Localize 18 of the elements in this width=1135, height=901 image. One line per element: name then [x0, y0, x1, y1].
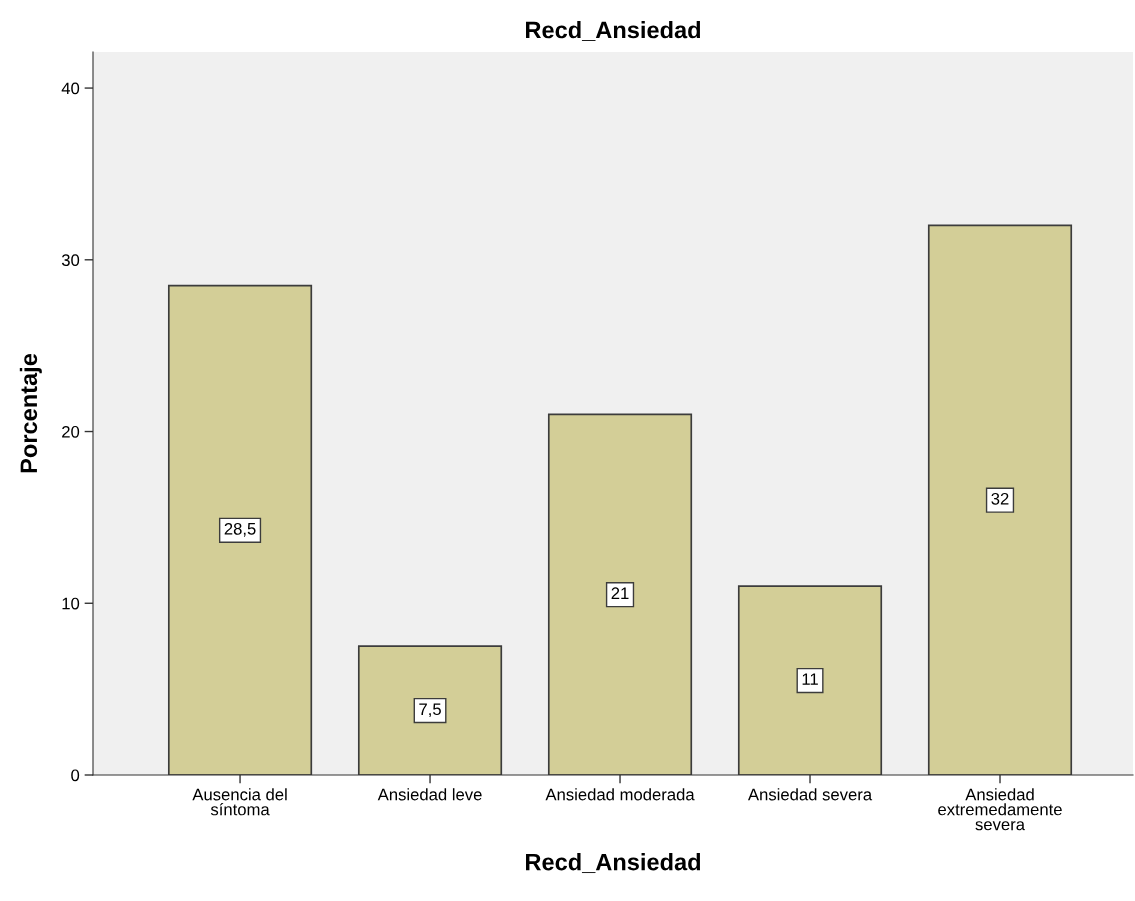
data-label: 7,5: [419, 703, 441, 718]
x-tick-label: Ansiedad moderada: [545, 788, 695, 801]
y-tick-label: 30: [61, 254, 80, 266]
y-axis-title: Porcentaje: [19, 353, 42, 473]
data-label: 11: [802, 673, 818, 685]
y-tick-label: 20: [62, 425, 80, 438]
chart-title: Recd_Ansiedad: [526, 21, 701, 41]
data-label: 32: [991, 492, 1009, 505]
y-tick-label: 0: [71, 769, 80, 782]
x-axis-title: Recd_Ansiedad: [526, 853, 701, 874]
x-tick-label: Ansiedad extremedamente severa: [938, 788, 1062, 831]
x-tick-label: Ausencia del síntoma: [192, 788, 287, 816]
data-label: 21: [611, 587, 629, 599]
x-tick-label: Ansiedad severa: [747, 788, 873, 801]
x-tick-label: Ansiedad leve: [377, 788, 482, 801]
data-label: 28,5: [224, 522, 256, 537]
y-tick-label: 10: [62, 597, 80, 610]
y-tick-label: 40: [61, 82, 80, 95]
